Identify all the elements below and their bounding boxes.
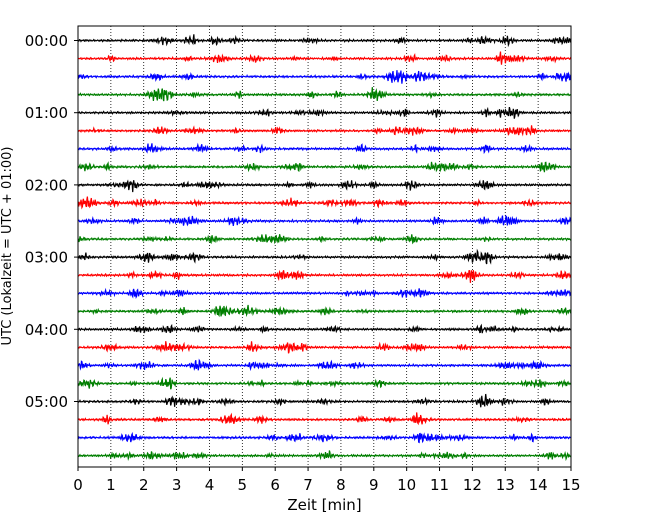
- x-tick-label: 2: [139, 476, 149, 494]
- trace-0015: [77, 51, 572, 65]
- trace-0345: [77, 304, 572, 318]
- trace-0445: [77, 376, 572, 390]
- x-tick-label: 6: [270, 476, 280, 494]
- trace-0300: [77, 248, 572, 265]
- x-tick-label: 3: [172, 476, 182, 494]
- x-tick-label: 10: [397, 476, 416, 494]
- trace-0145: [77, 161, 572, 173]
- y-tick-label: 00:00: [25, 32, 68, 50]
- x-tick-label: 9: [369, 476, 379, 494]
- trace-0430: [77, 358, 572, 372]
- trace-0415: [77, 341, 572, 354]
- x-tick-label: 12: [463, 476, 482, 494]
- x-tick-label: 7: [303, 476, 313, 494]
- trace-0545: [77, 450, 572, 462]
- y-tick-label: 01:00: [25, 104, 68, 122]
- plot-frame: [77, 25, 572, 468]
- y-tick-label: 03:00: [25, 249, 68, 267]
- trace-0200: [77, 179, 572, 193]
- trace-0500: [77, 393, 572, 408]
- trace-0400: [77, 323, 572, 334]
- trace-0230: [77, 214, 572, 227]
- y-axis-ticks: 00:00 01:00 02:00 03:00 04:00 05:00: [25, 32, 78, 411]
- trace-0030: [77, 70, 572, 84]
- trace-0130: [77, 142, 572, 155]
- y-tick-label: 05:00: [25, 393, 68, 411]
- y-axis-label: UTC (Lokalzeit = UTC + 01:00): [0, 147, 15, 346]
- seismic-traces: [77, 34, 572, 462]
- x-tick-label: 15: [561, 476, 580, 494]
- x-axis-ticks: 0 1 2 3 4 5 6 7 8 9 10 11 12 13 14 15: [73, 467, 581, 494]
- x-axis-label: Zeit [min]: [287, 496, 361, 514]
- x-tick-label: 5: [238, 476, 248, 494]
- trace-0330: [77, 287, 572, 300]
- trace-0000: [77, 34, 572, 48]
- trace-0515: [77, 412, 572, 426]
- trace-0045: [77, 87, 572, 102]
- trace-0315: [77, 269, 572, 283]
- x-tick-label: 1: [106, 476, 116, 494]
- trace-0215: [77, 196, 572, 210]
- x-tick-label: 4: [205, 476, 215, 494]
- x-tick-label: 11: [430, 476, 449, 494]
- y-tick-label: 02:00: [25, 176, 68, 194]
- trace-0100: [77, 106, 572, 119]
- trace-0245: [77, 234, 572, 245]
- x-tick-label: 13: [496, 476, 515, 494]
- x-tick-label: 14: [529, 476, 548, 494]
- x-tick-label: 8: [336, 476, 346, 494]
- trace-0115: [77, 125, 572, 137]
- x-tick-label: 0: [73, 476, 83, 494]
- y-tick-label: 04:00: [25, 321, 68, 339]
- trace-0530: [77, 431, 572, 444]
